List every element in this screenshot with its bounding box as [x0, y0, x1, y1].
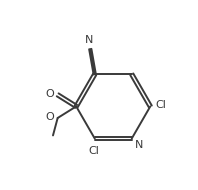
Text: Cl: Cl: [156, 101, 167, 110]
Text: O: O: [46, 112, 54, 122]
Text: N: N: [135, 140, 144, 150]
Text: N: N: [85, 35, 93, 45]
Text: Cl: Cl: [88, 146, 99, 156]
Text: O: O: [46, 89, 54, 99]
